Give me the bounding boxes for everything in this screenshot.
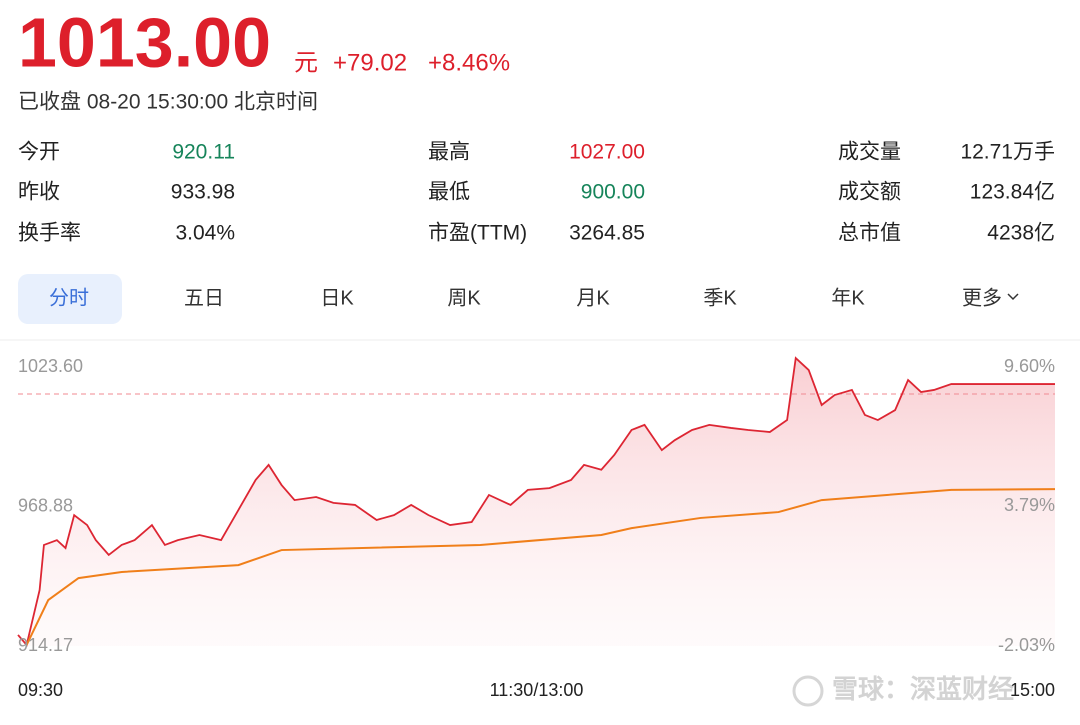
tab[interactable]: 五日	[184, 287, 224, 309]
status: 已收盘 08-20 15:30:00 北京时间	[18, 91, 318, 114]
stat-value: 4238亿	[987, 222, 1055, 245]
active-tab-bg	[18, 274, 122, 324]
y2-tick-label: 3.79%	[1004, 495, 1055, 515]
y-tick-label: 914.17	[18, 635, 73, 655]
y2-tick-label: -2.03%	[998, 635, 1055, 655]
stat-label: 今开	[18, 141, 60, 164]
x-tick-label: 11:30/13:00	[490, 680, 584, 700]
stat-label: 最低	[428, 181, 470, 204]
stat-label: 换手率	[18, 222, 81, 245]
stat-value: 123.84亿	[970, 181, 1055, 204]
tab[interactable]: 周K	[447, 287, 481, 309]
price: 1013.00	[18, 3, 271, 81]
stat-value: 3264.85	[569, 222, 645, 245]
tab[interactable]: 季K	[703, 286, 737, 309]
y-tick-label: 968.88	[18, 495, 73, 515]
stat-label: 总市值	[838, 222, 901, 245]
stat-label: 市盈(TTM)	[428, 222, 527, 245]
stat-value: 933.98	[171, 181, 235, 204]
y-tick-label: 1023.60	[18, 356, 83, 376]
x-tick-label: 15:00	[1010, 680, 1055, 700]
tab[interactable]: 日K	[320, 287, 354, 309]
price-line	[17, 356, 1055, 647]
tab[interactable]: 年K	[831, 286, 865, 309]
change: +79.02	[333, 49, 407, 76]
unit: 元	[294, 49, 318, 76]
stat-value: 3.04%	[175, 222, 235, 245]
chevron	[1007, 293, 1019, 301]
stat-label: 成交额	[838, 181, 901, 204]
stat-value: 900.00	[581, 181, 645, 204]
tab[interactable]: 分时	[49, 286, 89, 309]
stat-label: 最高	[428, 141, 470, 164]
stat-value: 1027.00	[569, 141, 645, 164]
price-area	[18, 358, 1055, 646]
stat-value: 12.71万手	[960, 141, 1055, 164]
stat-label: 成交量	[838, 141, 901, 164]
change-pct: +8.46%	[428, 49, 510, 76]
y2-tick-label: 9.60%	[1004, 356, 1055, 376]
tab[interactable]: 更多	[962, 286, 1002, 309]
x-tick-label: 09:30	[18, 680, 63, 700]
watermark-logo	[792, 675, 824, 707]
watermark: 雪球：深蓝财经	[832, 674, 1014, 704]
tab[interactable]: 月K	[576, 287, 610, 309]
stat-value: 920.11	[172, 141, 235, 164]
stat-label: 昨收	[18, 181, 60, 204]
avg-line	[25, 488, 1056, 646]
